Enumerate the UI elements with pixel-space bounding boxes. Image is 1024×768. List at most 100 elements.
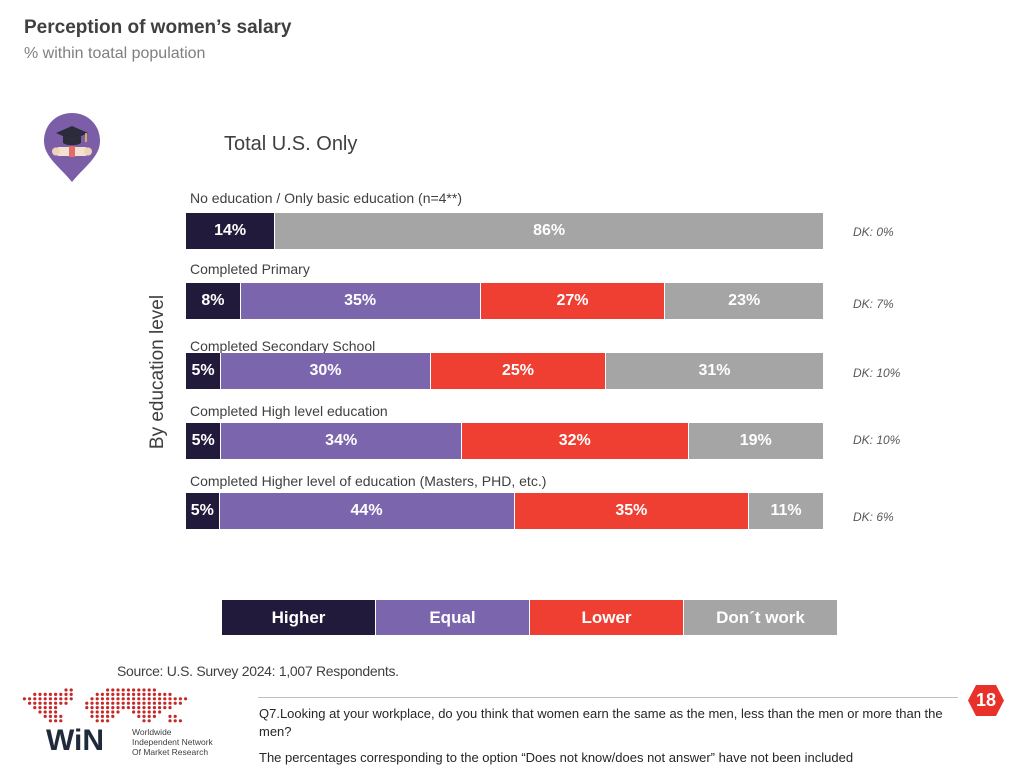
bar-segment-dont-work: 31% [606,353,823,389]
logo-map-dot [100,692,104,696]
logo-map-dot [142,688,146,692]
logo-map-dot [43,714,47,718]
logo-map-dot [121,701,125,705]
logo-map-dot [100,697,104,701]
y-axis-title: By education level [147,294,168,450]
logo-map-dot [90,710,94,714]
logo-map-dot [116,710,120,714]
logo-map-dot [137,692,141,696]
logo-map-dot [168,697,172,701]
logo-map-dot [100,701,104,705]
logo-map-dot [64,701,68,705]
logo-map-dot [106,688,110,692]
hexagon-badge-icon [968,685,1004,716]
logo-map-dot [132,697,136,701]
logo-map-dot [137,701,141,705]
legend-higher: Higher [222,600,376,635]
logo-map-dot [100,714,104,718]
logo-map-dot [147,701,151,705]
logo-map-dot [54,719,58,723]
logo-map-dot [184,697,188,701]
logo-map-dot [95,692,99,696]
bar-segment-lower: 35% [514,493,750,529]
logo-map-dot [59,692,63,696]
logo-map-dot [48,701,53,705]
logo-map-dot [121,697,125,701]
bar-segment-higher: 5% [186,493,220,529]
logo-map-dot [106,710,110,714]
logo-map-dot [43,701,47,705]
logo-map-dot [54,701,58,705]
logo-map-dot [48,719,53,723]
logo-map-dot [142,701,146,705]
logo-map-dot [152,697,156,701]
bar-segment-equal: 44% [219,493,515,529]
logo-map-dot [137,706,141,710]
logo-map-dot [137,697,141,701]
logo-map-dot [116,692,120,696]
logo-map-dot [147,714,151,718]
logo-map-dot [126,701,130,705]
logo-map-dot [163,697,167,701]
logo-map-dot [43,706,47,710]
bar-segment-dont-work: 11% [749,493,823,529]
chart-legend: Higher Equal Lower Don´t work [222,600,838,635]
logo-map-dot [121,688,125,692]
category-label: Completed Secondary School [190,338,376,354]
logo-map-dot [69,697,73,701]
bar-segment-equal: 35% [240,283,481,319]
logo-map-dot [158,710,162,714]
logo-map-dot [59,719,63,723]
logo-tagline: Worldwide Independent Network Of Market … [132,727,213,757]
category-label: Completed Primary [190,261,310,277]
bar-segment-dont-work: 86% [275,213,823,249]
dk-label: DK: 7% [853,297,894,311]
page-subtitle: % within toatal population [24,45,206,62]
chart-title: Total U.S. Only [224,133,358,155]
logo-map-dot [95,710,99,714]
logo-map-dot [100,719,104,723]
category-label: Completed High level education [190,403,388,419]
logo-map-dot [54,697,58,701]
logo-map-dot [152,714,156,718]
logo-map-dot [168,692,172,696]
logo-map-dot [48,706,53,710]
logo-map-dot [111,710,115,714]
logo-map-dot [152,701,156,705]
logo-map-dot [90,714,94,718]
logo-map-dot [85,706,89,710]
logo-map-dot [111,688,115,692]
bar-segment-higher: 5% [186,353,221,389]
logo-map-dot [95,697,99,701]
logo-map-dot [38,706,42,710]
graduation-cap-icon [44,113,100,182]
footnote-text: The percentages corresponding to the opt… [259,750,854,765]
dk-label: DK: 0% [853,225,894,239]
logo-map-dot [147,706,151,710]
logo-map-dot [132,706,136,710]
logo-map-dot [43,697,47,701]
logo-map-dot [33,692,37,696]
logo-map-dot [54,710,58,714]
logo-map-dot [59,701,63,705]
logo-map-dot [158,692,162,696]
bar-row: 5% 44% 35% 11% [186,493,823,529]
logo-map-dot [64,692,68,696]
logo-map-dot [137,710,141,714]
logo-map-dot [54,714,58,718]
logo-map-dot [106,714,110,718]
logo-map-dot [178,719,182,723]
logo-wordmark: WiN [46,724,104,757]
logo-map-dot [106,697,110,701]
logo-map-dot [178,701,182,705]
bar-segment-equal: 30% [221,353,431,389]
logo-map-dot [85,701,89,705]
bar-row: 5% 34% 32% 19% [186,423,823,459]
logo-map-dot [38,697,42,701]
logo-map-dot [38,701,42,705]
page-number: 18 [975,690,997,710]
logo-map-dot [28,701,32,705]
win-logo: WiN [22,688,188,757]
logo-map-dot [168,706,172,710]
logo-map-dot [126,697,130,701]
